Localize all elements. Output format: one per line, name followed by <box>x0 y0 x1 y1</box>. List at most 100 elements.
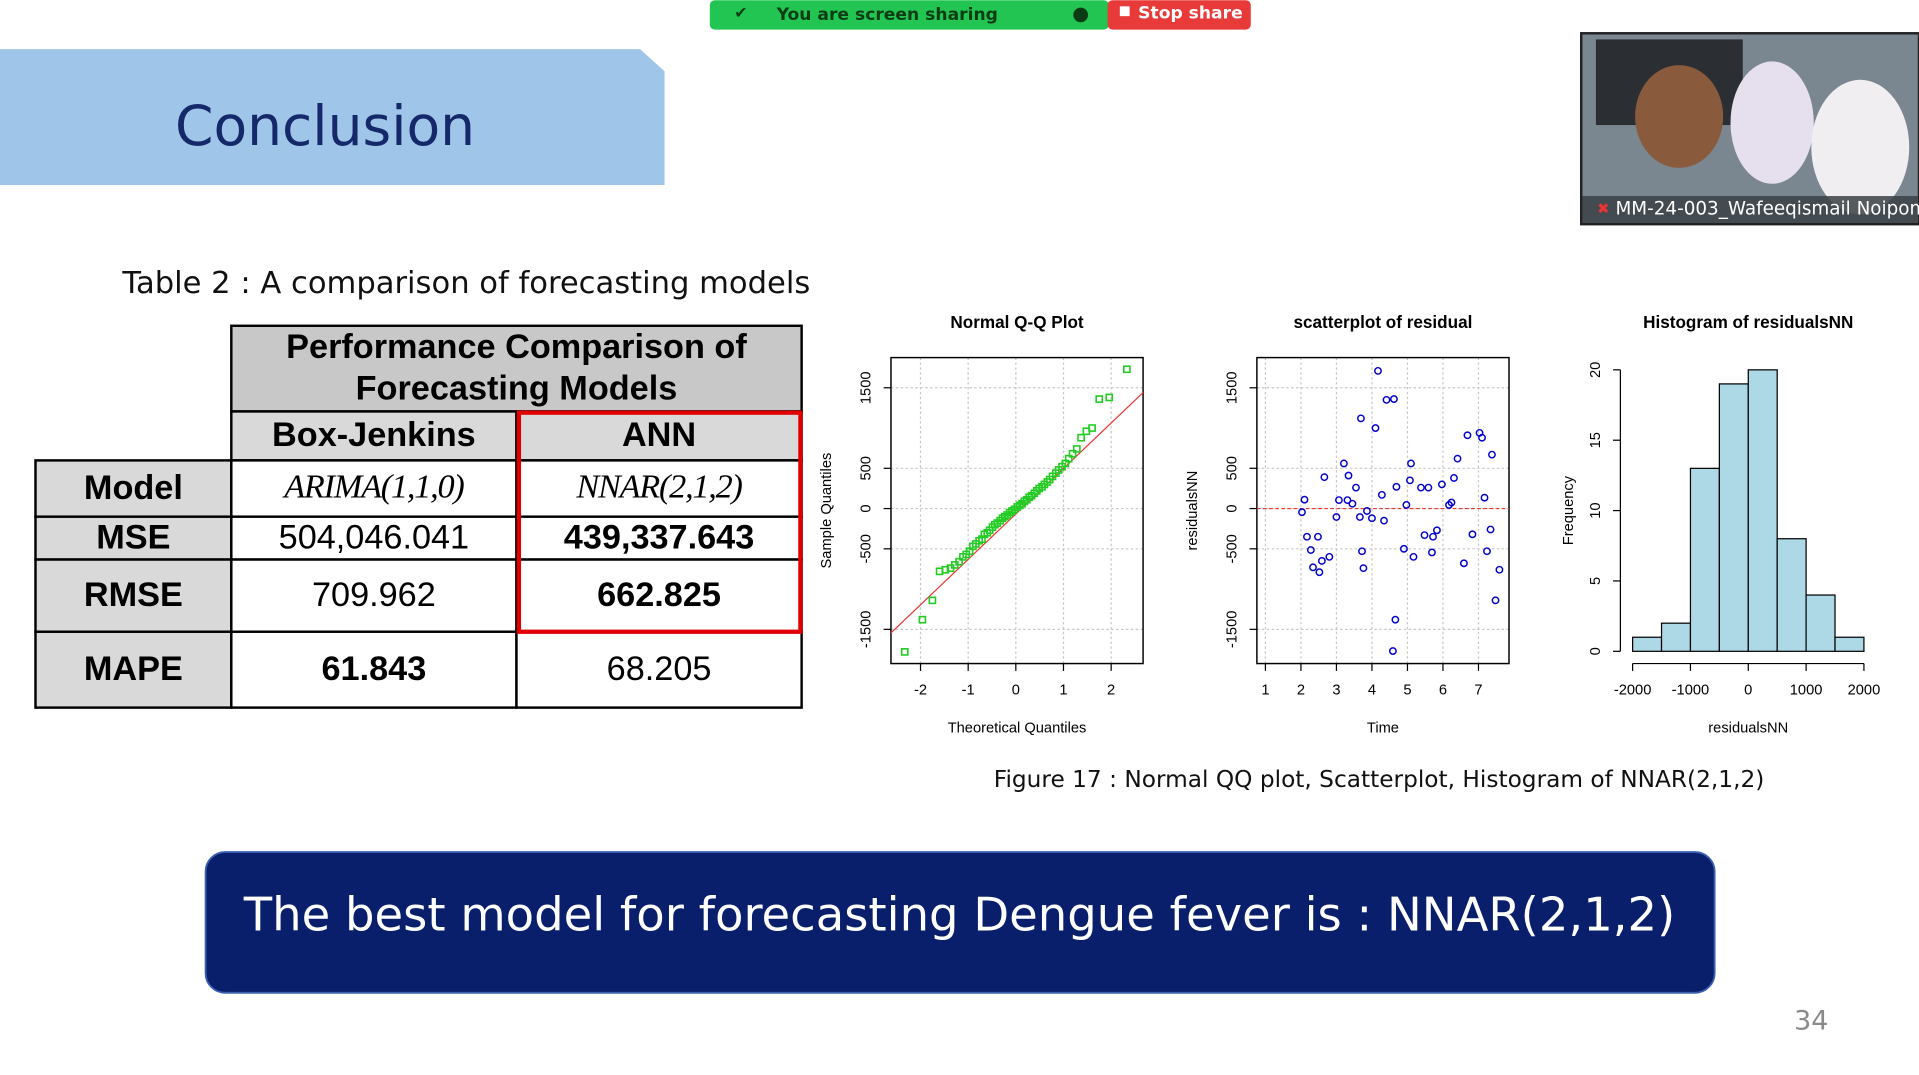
x-tick-label: 2000 <box>1848 682 1881 698</box>
table-cell-text: ARIMA(1,1,0) <box>282 468 464 506</box>
page-number: 34 <box>1794 1006 1828 1037</box>
table-cell <box>230 459 518 518</box>
point <box>1392 482 1401 491</box>
x-tick-label: -1000 <box>1672 682 1710 698</box>
banner-text: The best model for forecasting Dengue fe… <box>243 888 1676 942</box>
table-cell <box>230 558 518 633</box>
row-header: Model <box>84 469 183 507</box>
point <box>1335 496 1343 505</box>
chart-title: Normal Q-Q Plot <box>950 312 1084 332</box>
x-axis-label: residualsNN <box>1708 720 1788 736</box>
point <box>1343 496 1352 505</box>
slide-title: Conclusion <box>175 94 475 158</box>
chart-title: scatterplot of residual <box>1293 312 1472 332</box>
y-tick-label: 500 <box>858 456 874 480</box>
header-band <box>0 49 665 186</box>
row-header: RMSE <box>84 576 183 614</box>
plot-frame <box>1256 356 1510 665</box>
point <box>1077 433 1085 442</box>
y-tick-label: 0 <box>858 504 874 512</box>
point <box>1486 525 1495 534</box>
table-cell-text: 68.205 <box>607 650 712 688</box>
stop-share-label[interactable]: Stop share <box>1138 4 1243 24</box>
point <box>1352 483 1360 492</box>
icon <box>1119 6 1130 17</box>
share-bar <box>709 0 1109 30</box>
point <box>1344 471 1353 480</box>
point <box>1363 507 1371 515</box>
x-tick-label: 2 <box>1107 682 1115 698</box>
figure-caption: Figure 17 : Normal QQ plot, Scatterplot,… <box>994 765 1765 792</box>
point <box>1437 480 1446 489</box>
point <box>1309 563 1317 572</box>
point <box>1478 433 1486 442</box>
x-tick-label: 6 <box>1439 682 1447 698</box>
bar <box>1805 594 1836 652</box>
y-tick-label: 5 <box>1588 577 1604 585</box>
point <box>1298 508 1306 517</box>
point <box>1380 516 1388 525</box>
caption-text: Normal QQ plot, Scatterplot, Histogram o… <box>1124 765 1764 792</box>
table-cell-text: NNAR(2,1,2) <box>575 468 742 506</box>
point <box>1355 513 1364 521</box>
y-tick-label: -500 <box>1224 534 1240 563</box>
point <box>1317 556 1326 565</box>
point <box>941 565 950 574</box>
table-cell <box>515 630 803 709</box>
point <box>1420 531 1429 540</box>
bar <box>1834 636 1865 652</box>
point <box>1388 647 1397 655</box>
bar <box>1632 636 1663 652</box>
point <box>1377 490 1386 499</box>
table-cell-text: 61.843 <box>322 650 427 688</box>
plot-frame <box>890 356 1144 665</box>
x-tick-label: 7 <box>1474 682 1482 698</box>
person <box>1730 61 1814 184</box>
x-axis-label: Theoretical Quantiles <box>948 720 1087 736</box>
point <box>1371 424 1380 432</box>
bar <box>1747 369 1778 652</box>
point <box>1488 450 1496 459</box>
y-axis-label: Sample Quantiles <box>819 453 835 569</box>
point <box>1399 544 1408 553</box>
table-cell <box>34 630 233 709</box>
table-cell <box>230 324 803 413</box>
table-cell-text: 504,046.041 <box>279 518 469 556</box>
point <box>1315 568 1324 577</box>
table-cell <box>34 459 233 518</box>
share-status: You are screen sharing <box>776 5 998 25</box>
icon <box>1073 7 1089 23</box>
caption-text: A comparison of forecasting models <box>260 266 810 301</box>
point <box>1402 501 1411 509</box>
table-cell <box>515 558 803 633</box>
point <box>1095 395 1104 403</box>
column-header: Box-Jenkins <box>272 416 476 454</box>
point <box>1357 414 1365 423</box>
x-tick-label: 0 <box>1744 682 1752 698</box>
point <box>1406 476 1414 485</box>
stop-share-button[interactable] <box>1107 0 1251 30</box>
y-tick-label: -1500 <box>1224 611 1240 649</box>
row-header: MSE <box>96 518 170 556</box>
point <box>1459 559 1468 568</box>
y-tick-label: 10 <box>1588 502 1604 518</box>
person <box>1635 65 1724 168</box>
table-cell-text: 662.825 <box>597 576 721 614</box>
x-axis-label: Time <box>1367 720 1399 736</box>
y-tick-label: -1500 <box>858 611 874 649</box>
bar <box>1718 383 1749 652</box>
table-title: Forecasting Models <box>356 370 678 408</box>
table-cell <box>230 410 518 462</box>
point <box>1424 483 1433 492</box>
highlight-box <box>516 410 803 634</box>
x-tick-label: 4 <box>1368 682 1376 698</box>
point <box>1483 547 1491 556</box>
point <box>1407 459 1415 468</box>
x-tick-label: -2 <box>914 682 927 698</box>
point <box>1495 565 1504 574</box>
person <box>1811 79 1910 215</box>
point <box>1314 532 1322 541</box>
point <box>1088 424 1096 432</box>
